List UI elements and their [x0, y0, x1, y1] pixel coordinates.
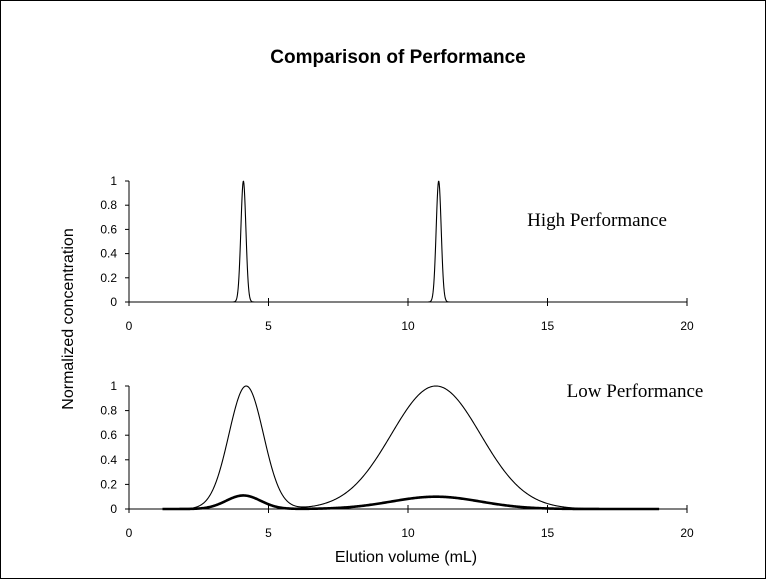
y-tick-label: 0.4 [100, 453, 117, 467]
y-tick-label: 1 [110, 379, 117, 393]
y-tick-label: 0.8 [100, 404, 117, 418]
x-tick-label: 20 [680, 319, 694, 333]
series-line [184, 385, 604, 510]
x-tick-label: 10 [401, 319, 415, 333]
y-tick-label: 0.2 [100, 271, 117, 285]
x-axis-label: Elution volume (mL) [335, 549, 477, 566]
y-tick-label: 0.6 [100, 428, 117, 442]
series-line [162, 494, 660, 511]
x-tick-label: 10 [401, 526, 415, 540]
x-tick-label: 15 [541, 319, 555, 333]
chart-title: Comparison of Performance [270, 47, 526, 68]
panel-label-low: Low Performance [567, 381, 704, 402]
panel-label-high: High Performance [527, 210, 667, 231]
y-tick-label: 1 [110, 174, 117, 188]
x-tick-label: 0 [126, 319, 133, 333]
series-line [223, 180, 456, 303]
x-tick-label: 0 [126, 526, 133, 540]
x-tick-label: 5 [265, 526, 272, 540]
x-tick-label: 20 [680, 526, 694, 540]
y-tick-label: 0.2 [100, 477, 117, 491]
x-tick-label: 5 [265, 319, 272, 333]
y-tick-label: 0.6 [100, 222, 117, 236]
y-tick-label: 0 [110, 502, 117, 516]
x-tick-label: 15 [541, 526, 555, 540]
y-tick-label: 0.8 [100, 198, 117, 212]
y-tick-label: 0 [110, 295, 117, 309]
y-axis-label: Normalized concentration [60, 228, 77, 409]
y-tick-label: 0.4 [100, 247, 117, 261]
